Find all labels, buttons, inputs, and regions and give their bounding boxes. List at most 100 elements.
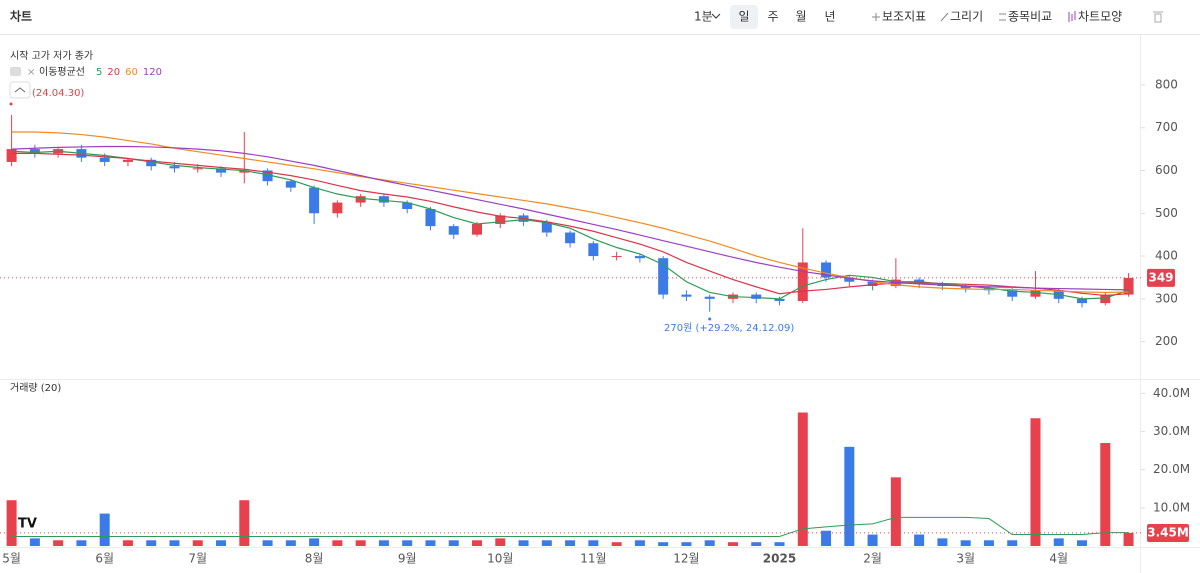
- collapse-icon: [14, 87, 26, 93]
- candle-body: [448, 226, 459, 235]
- candle-body: [309, 187, 320, 214]
- candle-body: [285, 181, 296, 188]
- tool-button[interactable]: 보조지표: [882, 10, 926, 24]
- volume-bar: [1053, 538, 1064, 546]
- volume-bar: [1100, 443, 1111, 546]
- volume-bar: [1123, 532, 1134, 546]
- ohlc-legend: 시작 고가 저가 종가: [10, 50, 93, 62]
- y-tick-label: 800: [1155, 77, 1178, 91]
- tool-button[interactable]: 종목비교: [1008, 10, 1052, 24]
- current-price-label: 349: [1148, 270, 1173, 284]
- compare-icon: [999, 13, 1006, 21]
- pen-icon: [940, 12, 949, 22]
- collapse-button[interactable]: [9, 81, 31, 99]
- volume-bar: [1007, 540, 1018, 546]
- period-button[interactable]: 일: [738, 10, 749, 24]
- max-annotation: (24.04.30): [32, 88, 84, 99]
- period-button[interactable]: 년: [824, 10, 835, 24]
- min-marker: [708, 317, 712, 321]
- y-tick-label: 400: [1155, 249, 1178, 263]
- x-tick-label: 10월: [487, 552, 513, 566]
- y-tick-label: 200: [1155, 334, 1178, 348]
- candle-body: [192, 168, 203, 170]
- candle-body: [1007, 290, 1018, 297]
- volume-bar: [541, 540, 552, 546]
- candle-body: [565, 232, 576, 244]
- candle-body: [99, 157, 110, 162]
- candle-body: [29, 149, 40, 154]
- period-button[interactable]: 주: [767, 10, 778, 24]
- volume-bar: [99, 513, 110, 546]
- candle-body: [634, 256, 645, 259]
- interval-button[interactable]: 1분: [694, 10, 713, 24]
- ma-line: [11, 131, 1129, 294]
- volume-bar: [495, 538, 506, 546]
- candle-body: [588, 243, 599, 257]
- candle-body: [960, 286, 971, 289]
- candle-body: [681, 294, 692, 297]
- candle-body: [1100, 294, 1111, 304]
- y-tick-label: 700: [1155, 120, 1178, 134]
- volume-bar: [774, 542, 785, 546]
- y-tick-label: 10.0M: [1153, 500, 1190, 514]
- candle-body: [6, 149, 17, 162]
- tool-button[interactable]: 그리기: [950, 10, 983, 24]
- volume-bar: [216, 540, 227, 546]
- tool-button[interactable]: 차트모양: [1078, 10, 1122, 24]
- volume-bar: [122, 540, 133, 546]
- period-selected: [730, 5, 758, 29]
- x-tick-label: 7월: [188, 552, 207, 566]
- volume-bar: [332, 540, 343, 546]
- volume-bar: [378, 540, 389, 546]
- y-tick-label: 30.0M: [1153, 424, 1190, 438]
- y-tick-label: 20.0M: [1153, 462, 1190, 476]
- volume-bar: [751, 542, 762, 546]
- candle-body: [402, 202, 413, 209]
- candle-body: [1030, 290, 1041, 297]
- candle-body: [122, 159, 133, 162]
- volume-bar: [472, 540, 482, 546]
- y-tick-label: 40.0M: [1153, 386, 1190, 400]
- candle-body: [378, 196, 389, 203]
- volume-bar: [704, 540, 715, 546]
- volume-bar: [402, 540, 413, 546]
- period-button[interactable]: 월: [795, 10, 806, 24]
- candle-body: [239, 170, 250, 173]
- y-tick-label: 600: [1155, 163, 1178, 177]
- volume-bar: [565, 540, 576, 546]
- volume-bar: [262, 540, 273, 546]
- candle-body: [704, 296, 715, 299]
- x-tick-label: 11월: [580, 552, 606, 566]
- volume-bar: [797, 412, 808, 546]
- x-tick-label: 2025: [763, 552, 796, 566]
- volume-bar: [53, 540, 64, 546]
- volume-bar: [681, 542, 692, 546]
- logo-text: TV: [18, 517, 37, 532]
- x-tick-label: 8월: [305, 552, 324, 566]
- candle-body: [867, 281, 878, 287]
- candle-body: [821, 262, 832, 278]
- ma-legend-item: 60: [125, 67, 138, 78]
- legend-close-icon: ×: [27, 67, 35, 78]
- trash-icon[interactable]: [1153, 11, 1163, 23]
- volume-bar: [588, 540, 599, 546]
- ma-legend: 5 20 60 120: [96, 67, 162, 78]
- candle-body: [844, 277, 855, 282]
- candle-body: [146, 159, 157, 167]
- x-tick-label: 3월: [956, 552, 975, 566]
- volume-bar: [6, 500, 17, 546]
- volume-bar: [844, 446, 855, 546]
- ma-legend-item: 20: [107, 67, 120, 78]
- current-volume-box: [1147, 524, 1189, 542]
- volume-bar: [1077, 540, 1088, 546]
- volume-bar: [518, 540, 529, 546]
- current-price-box: [1147, 268, 1175, 287]
- logo: TV: [14, 512, 42, 536]
- volume-bar: [914, 534, 925, 546]
- candle-body: [1123, 277, 1134, 295]
- volume-bar: [309, 538, 320, 546]
- x-tick-label: 4월: [1049, 552, 1068, 566]
- volume-bar: [425, 540, 436, 546]
